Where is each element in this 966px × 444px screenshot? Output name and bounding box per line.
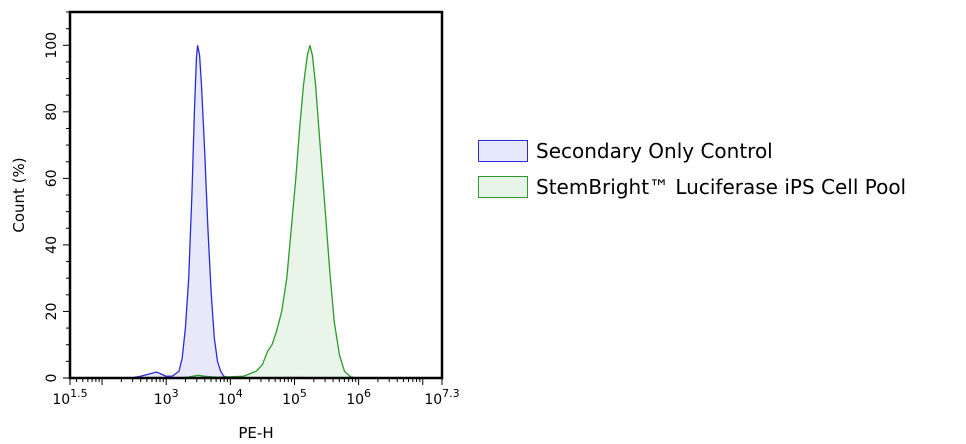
y-tick-label: 100 bbox=[44, 32, 60, 59]
series-area-1 bbox=[179, 45, 356, 379]
y-tick-label: 40 bbox=[44, 236, 60, 254]
x-tick-label: 101.5 bbox=[52, 387, 87, 408]
legend-label: StemBright™ Luciferase iPS Cell Pool bbox=[536, 175, 907, 199]
x-tick-label: 105 bbox=[282, 387, 307, 408]
y-tick-label: 60 bbox=[44, 169, 60, 187]
plot-frame bbox=[68, 10, 444, 380]
legend: Secondary Only Control StemBright™ Lucif… bbox=[478, 138, 906, 210]
x-tick-label: 106 bbox=[346, 387, 371, 408]
y-axis-ticks: 0 20 40 60 80 100 bbox=[44, 11, 70, 383]
legend-swatch-secondary bbox=[478, 140, 528, 162]
x-tick-label: 103 bbox=[154, 387, 179, 408]
y-tick-label: 0 bbox=[44, 374, 60, 383]
x-tick-label: 107.3 bbox=[424, 387, 459, 408]
x-axis-ticks: 101.5 103 104 105 106 107.3 bbox=[52, 378, 460, 408]
series-layer bbox=[130, 45, 356, 379]
x-axis-label: PE-H bbox=[238, 424, 273, 442]
legend-label: Secondary Only Control bbox=[536, 139, 773, 163]
legend-item-luciferase-ips-pool: StemBright™ Luciferase iPS Cell Pool bbox=[478, 174, 906, 200]
legend-item-secondary-only-control: Secondary Only Control bbox=[478, 138, 906, 164]
series-line-1 bbox=[178, 45, 356, 379]
y-tick-label: 20 bbox=[44, 303, 60, 321]
x-tick-label: 104 bbox=[218, 387, 243, 408]
y-axis-label: Count (%) bbox=[10, 157, 28, 232]
y-tick-label: 80 bbox=[44, 103, 60, 121]
legend-swatch-luciferase bbox=[478, 176, 528, 198]
